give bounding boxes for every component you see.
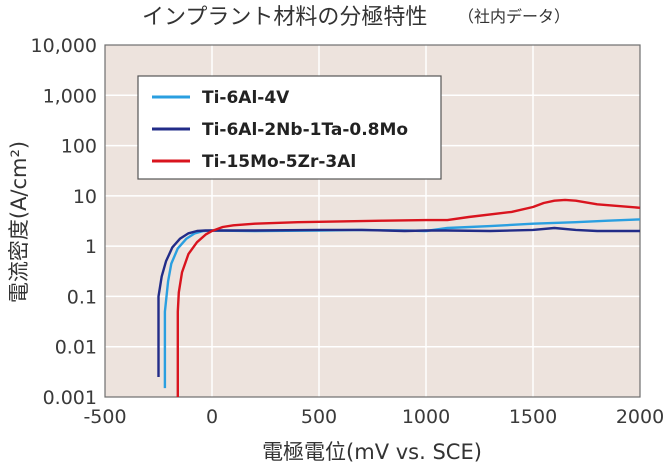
y-tick-label: 0.1 (67, 286, 97, 308)
series-line (157, 226, 640, 377)
x-axis-ticks: -500 0 500 1000 1500 2000 (83, 406, 664, 428)
x-tick-label: 0 (206, 406, 218, 428)
y-tick-label: 0.01 (55, 337, 97, 359)
legend-entry: Ti-6Al-2Nb-1Ta-0.8Mo (202, 120, 408, 140)
chart-title-group: インプラント材料の分極特性 （社内データ） (142, 5, 570, 30)
plot-frame (104, 44, 641, 398)
legend-entry: Ti-15Mo-5Zr-3Al (202, 152, 356, 172)
x-axis-label: 電極電位(mV vs. SCE) (262, 440, 482, 464)
y-tick-label: 10 (73, 186, 97, 208)
x-tick-label: 1500 (509, 406, 557, 428)
legend: Ti-6Al-4V Ti-6Al-2Nb-1Ta-0.8Mo Ti-15Mo-5Zr… (137, 75, 442, 180)
y-axis-label: 電流密度(A/cm²) (7, 141, 31, 303)
x-tick-label: 2000 (616, 406, 664, 428)
chart-title: インプラント材料の分極特性 (142, 5, 427, 30)
y-tick-label: 10,000 (31, 35, 97, 57)
y-tick-label: 1,000 (43, 85, 97, 107)
y-axis-ticks: 0.001 0.01 0.1 1 10 100 1,000 10,000 (31, 35, 97, 409)
chart-subtitle: （社内データ） (458, 7, 570, 26)
y-tick-label: 100 (61, 136, 97, 158)
series-line (176, 198, 641, 397)
x-tick-label: 1000 (402, 406, 450, 428)
x-tick-label: 500 (301, 406, 337, 428)
series-lines (157, 198, 641, 397)
x-tick-label: -500 (83, 406, 126, 428)
y-tick-label: 0.001 (43, 387, 97, 409)
legend-entry: Ti-6Al-4V (202, 88, 290, 108)
y-tick-label: 1 (85, 236, 97, 258)
